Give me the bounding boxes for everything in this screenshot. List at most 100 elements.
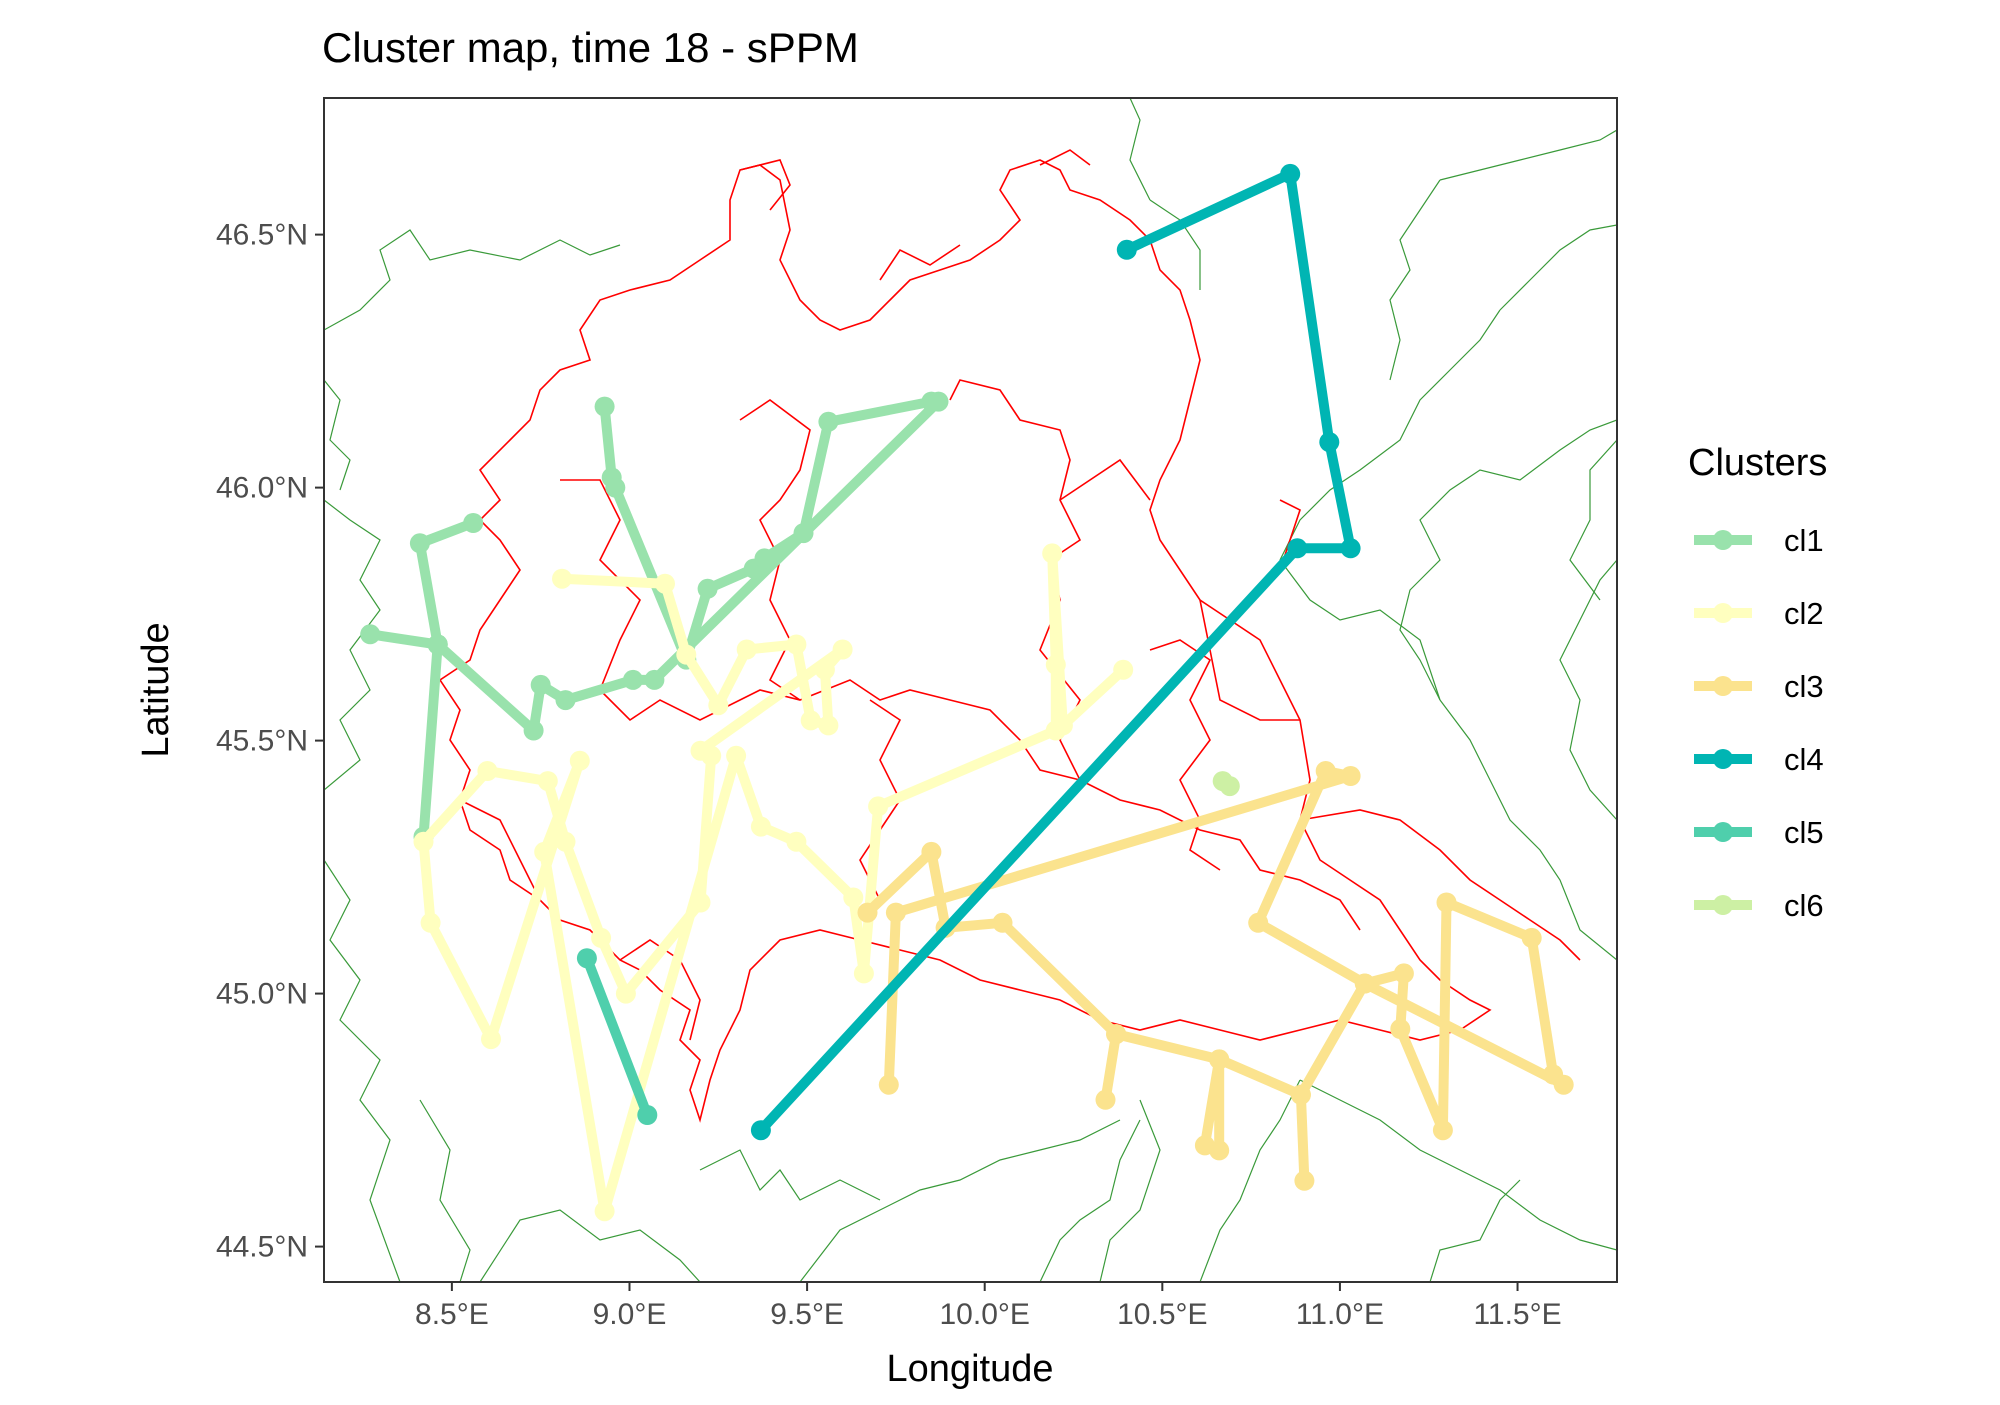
cluster-cl5-path [581, 953, 653, 1120]
province-boundaries [324, 98, 1617, 1282]
cluster-cl2-point [555, 831, 576, 852]
cluster-cl2-point [736, 639, 757, 660]
legend-key-cl5 [1694, 822, 1752, 842]
cluster-cl2-point [591, 927, 612, 948]
cluster-cl2-point [655, 573, 675, 594]
cluster-cl2-point [552, 568, 572, 589]
cluster-cl3-point [1340, 766, 1361, 786]
cluster-cl2-point [569, 750, 590, 771]
cluster-cl4-point [1280, 163, 1301, 184]
x-tick-label: 11.5°E [1473, 1298, 1561, 1331]
cluster-cl1-point [530, 674, 551, 695]
cluster-cl1-point [594, 396, 615, 417]
cluster-cl4-point [750, 1120, 771, 1141]
legend: Clusters cl1 cl2 cl3 cl4 cl5 cl6 [1688, 442, 1827, 923]
x-tick-label: 9.0°E [593, 1298, 667, 1331]
y-tick-label: 45.0°N [216, 978, 308, 1011]
cluster-cl2-point [786, 831, 807, 852]
cluster-cl3-point [1521, 927, 1542, 948]
cluster-cl2-point [477, 761, 498, 781]
legend-key-cl3 [1694, 676, 1752, 696]
legend-title: Clusters [1688, 442, 1827, 484]
x-axis-title: Longitude [887, 1348, 1054, 1390]
cluster-cl2-point [481, 1029, 501, 1050]
cluster-cl1-point [697, 578, 718, 599]
legend-key-point [1713, 676, 1733, 696]
cluster-cl1-point [409, 533, 430, 554]
y-tick-label: 45.5°N [216, 725, 308, 758]
cluster-cl1-point [360, 624, 381, 645]
cluster-cl1-point [463, 513, 484, 533]
cluster-cl2-point [708, 695, 729, 716]
panel-border [323, 97, 1618, 1283]
cluster-cl2 [413, 543, 1134, 1222]
basemap [324, 98, 1617, 1282]
cluster-cl3-point [885, 902, 906, 923]
cluster-cl3-point [992, 912, 1013, 933]
cluster-cl6-point [1219, 776, 1240, 797]
cluster-cl3-point [1553, 1074, 1574, 1095]
cluster-cl2-point [750, 816, 771, 837]
y-axis-ticks: 44.5°N 45.0°N 45.5°N 46.0°N 46.5°N [216, 219, 324, 1264]
legend-key-cl6 [1694, 895, 1752, 915]
cluster-cl2-point [868, 796, 889, 817]
cluster-cl3-point [1315, 761, 1336, 781]
cluster-cl4-point [1116, 239, 1137, 260]
chart-title: Cluster map, time 18 - sPPM [322, 24, 859, 71]
legend-key-cl4 [1694, 749, 1752, 769]
cluster-cl3-point [921, 841, 942, 862]
legend-label-cl6: cl6 [1784, 888, 1824, 923]
cluster-cl2-point [726, 745, 747, 766]
y-tick-label: 44.5°N [216, 1231, 308, 1264]
cluster-cl4-point [1340, 538, 1361, 559]
cluster-cl2-point [534, 841, 555, 862]
legend-key-point [1713, 749, 1733, 769]
cluster-cl2-point [594, 1201, 615, 1222]
legend-label-cl4: cl4 [1784, 742, 1824, 777]
cluster-cl2-point [413, 831, 434, 852]
cluster-cl1-point [644, 669, 665, 690]
cluster-cl2-point [1042, 543, 1063, 564]
cluster-cl3-point [1432, 1120, 1453, 1141]
x-tick-label: 11.0°E [1296, 1298, 1384, 1331]
cluster-cl1-point [623, 669, 643, 690]
cluster-cl3-point [1393, 963, 1414, 984]
cluster-cl1-point [555, 690, 576, 711]
cluster-cl3-point [1294, 1170, 1315, 1191]
legend-key-point [1713, 603, 1733, 623]
cluster-cl3-point [878, 1074, 899, 1095]
cluster-cl2-point [1113, 659, 1134, 680]
cluster-cl1-point [523, 720, 544, 741]
x-axis-ticks: 8.5°E 9.0°E 9.5°E 10.0°E 10.5°E 11.0°E 11.5°E [415, 1282, 1562, 1331]
cluster-layer [360, 163, 1574, 1222]
x-tick-label: 10.5°E [1117, 1298, 1207, 1331]
cluster-cl3-point [1390, 1019, 1411, 1039]
y-tick-label: 46.0°N [216, 472, 308, 505]
cluster-cl3-point [1106, 1024, 1127, 1045]
cluster-cl1-point [605, 477, 626, 498]
cluster-cl5-point [576, 948, 597, 969]
cluster-cl2-point [786, 634, 807, 655]
legend-label-cl2: cl2 [1784, 596, 1824, 631]
cluster-cl4 [750, 163, 1361, 1141]
cluster-cl4-point [1287, 538, 1308, 559]
cluster-cl2-point [818, 715, 839, 736]
cluster-cl3-point [1436, 892, 1457, 913]
cluster-cl5 [576, 948, 658, 1125]
cluster-cl1-point [818, 411, 839, 432]
cluster-cl2-point [832, 639, 853, 660]
cluster-cl4-point [1319, 432, 1340, 453]
cluster-cl2-point [690, 892, 711, 913]
cluster-cl4-path [755, 168, 1356, 1136]
cluster-cl3-point [1209, 1049, 1230, 1070]
cluster-cl3-point [1248, 912, 1269, 933]
cluster-cl3-point [1209, 1140, 1230, 1161]
legend-key-cl1 [1694, 530, 1752, 550]
legend-key-point [1713, 895, 1733, 915]
cluster-cl6 [1212, 771, 1240, 797]
cluster-cl3-point [1095, 1089, 1116, 1110]
cluster-cl2-point [853, 963, 874, 984]
cluster-cl3-point [857, 902, 878, 923]
